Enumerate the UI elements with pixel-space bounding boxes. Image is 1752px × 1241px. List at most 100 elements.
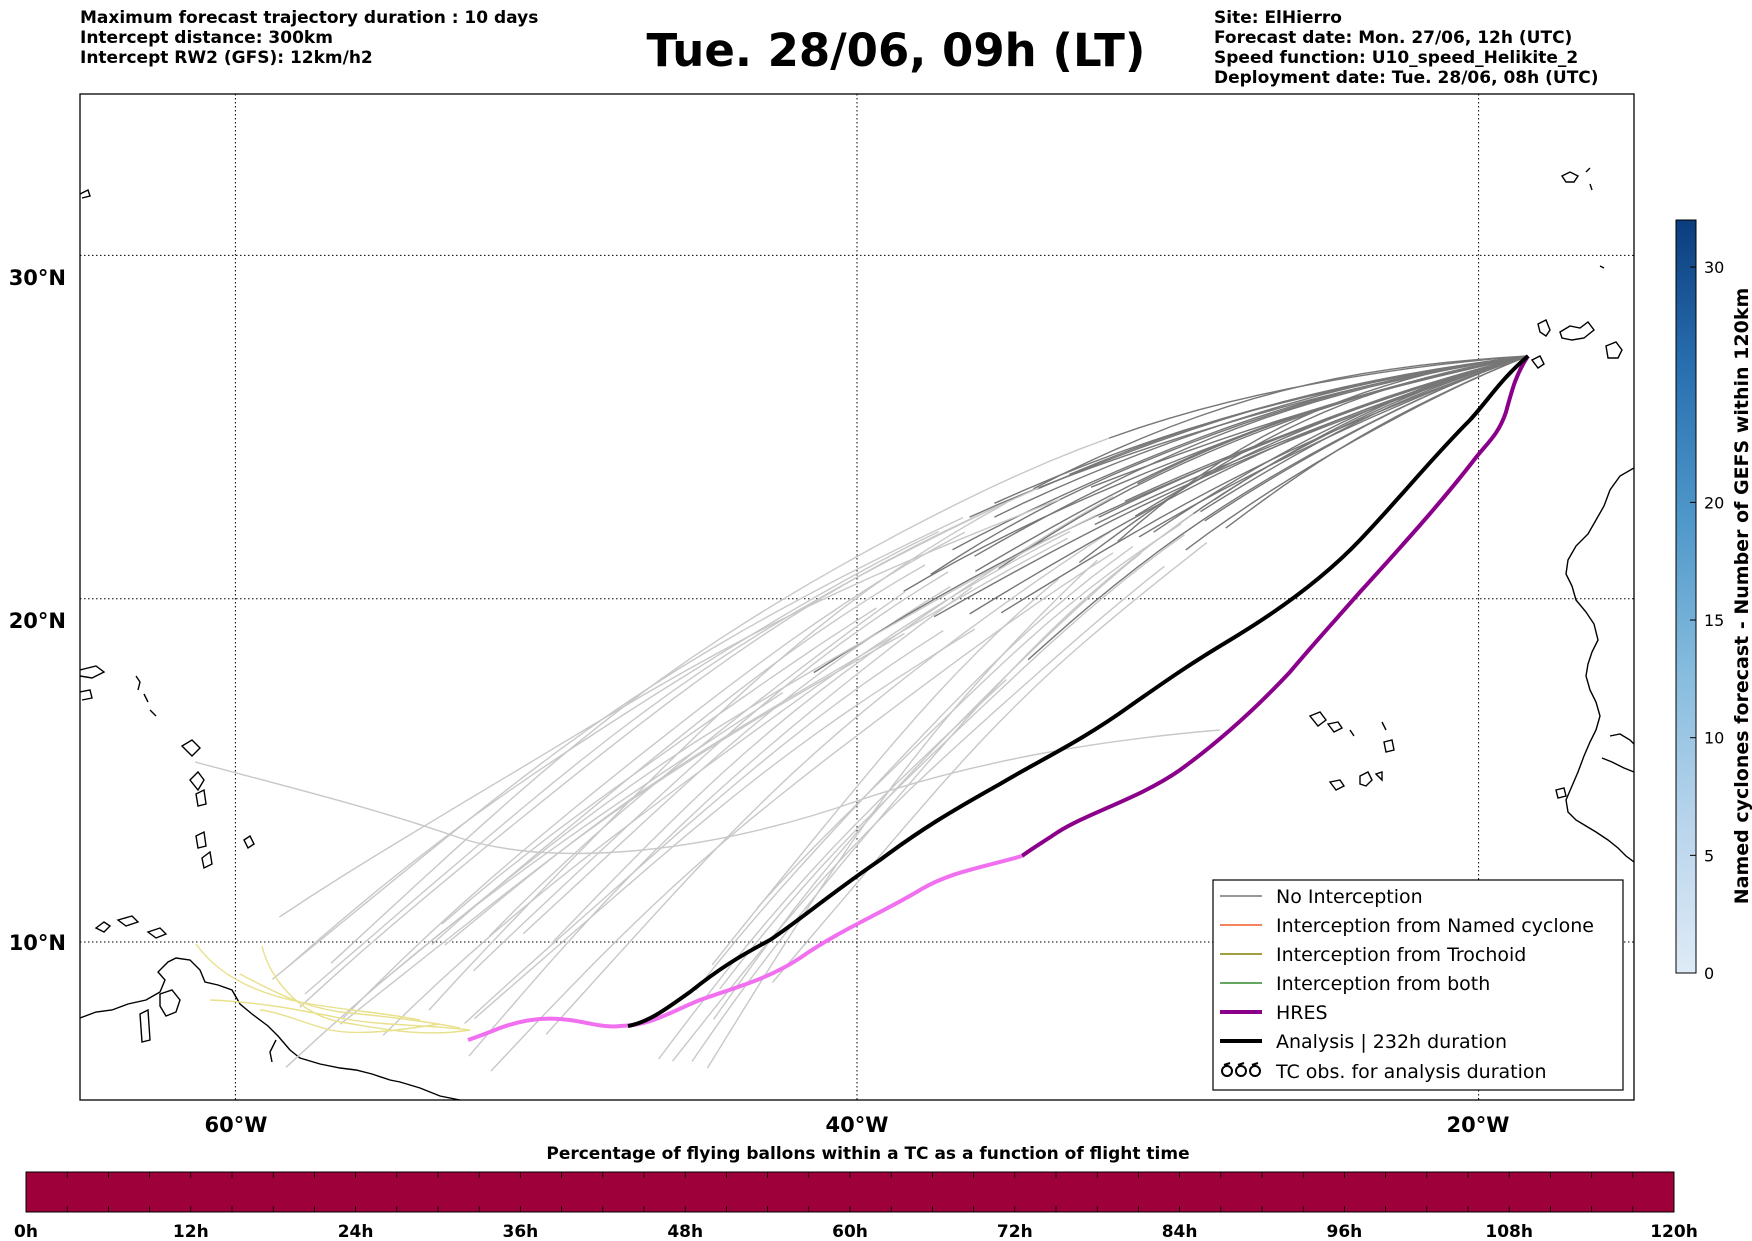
plot-frame: [79, 93, 1635, 1101]
legend-label: Interception from Trochoid: [1276, 944, 1526, 966]
coastline-island: [1560, 171, 1580, 183]
colorbar-tick-label: 5: [1704, 846, 1714, 865]
trajectory-hres: [1020, 354, 1530, 858]
trajectory-faded: [691, 513, 1195, 1062]
trajectory-faded: [304, 487, 1040, 995]
coastline-island: [180, 739, 201, 757]
colorbar-tick-label: 20: [1704, 493, 1724, 512]
coastline-island: [1599, 265, 1605, 269]
coastline-africa-detail: [1601, 733, 1634, 773]
trajectory-trochoid-faded: [239, 973, 461, 1029]
lon-tick-label: 20°W: [1447, 1113, 1510, 1137]
trajectory-faded: [545, 530, 1112, 1035]
trajectory-no-interception: [933, 355, 1529, 618]
coastline-island: [94, 921, 112, 933]
info-line: Speed function: U10_speed_Helikite_2: [1214, 48, 1579, 68]
trajectory-no-interception: [1090, 355, 1529, 488]
colorbar-tick-label: 48h: [667, 1222, 703, 1241]
info-line: Intercept RW2 (GFS): 12km/h2: [80, 48, 373, 68]
coastline-island: [1585, 167, 1593, 191]
colorbar-gradient: [1675, 219, 1697, 974]
colorbar-tick-label: 0: [1704, 964, 1714, 983]
colorbar-tick-labels: 0h 12h 24h 36h 48h 60h 72h 84h 96h 108h 120h: [14, 1222, 1698, 1241]
lat-tick-label: 10°N: [9, 931, 66, 955]
coastline-island: [1381, 721, 1395, 753]
coastline-island: [1374, 771, 1383, 782]
coastline-island: [1530, 355, 1545, 369]
coastline-island: [1537, 319, 1551, 337]
coastline-island: [116, 915, 140, 927]
site-info: Site: ElHierro Forecast date: Mon. 27/06…: [1214, 8, 1599, 88]
trajectory-no-interception: [998, 355, 1529, 570]
trajectory-no-interception: [1069, 355, 1529, 476]
lon-tick-label: 40°W: [826, 1113, 889, 1137]
gridlines: [80, 94, 1634, 1100]
colorbar-tick-label: 84h: [1162, 1222, 1198, 1241]
info-line: Maximum forecast trajectory duration : 1…: [80, 8, 539, 28]
legend-label: No Interception: [1276, 886, 1423, 908]
colorbar-tick-label: 0h: [14, 1222, 38, 1241]
trajectory-no-interception: [1078, 355, 1529, 564]
trajectory-faded: [711, 578, 1060, 966]
legend-item: TC obs. for analysis duration: [1221, 1061, 1547, 1083]
info-line: Forecast date: Mon. 27/06, 12h (UTC): [1214, 28, 1573, 48]
legend-item: Analysis | 232h duration: [1220, 1031, 1507, 1053]
colorbar-minor-ticks: [66, 1172, 1634, 1212]
trajectory-faded: [713, 552, 1142, 1020]
lon-tick-label: 60°W: [205, 1113, 268, 1137]
colorbar-tick-label: 10: [1704, 729, 1724, 748]
info-line: Deployment date: Tue. 28/06, 08h (UTC): [1214, 68, 1599, 88]
trajectory-trochoid-faded: [195, 943, 421, 1021]
legend-item: HRES: [1220, 1002, 1328, 1024]
trajectory-no-interception: [1204, 355, 1529, 522]
coastline-lake: [159, 989, 181, 1017]
trajectory-faded: [279, 498, 1061, 918]
trajectory-faded: [464, 630, 944, 1025]
legend-item: Interception from both: [1220, 973, 1490, 995]
trajectory-faded: [339, 632, 905, 1025]
legend-label: Interception from both: [1276, 973, 1490, 995]
coastline-island: [80, 665, 106, 679]
trajectory-no-interception: [969, 355, 1529, 615]
colorbar-ticks: 0 5 10 15 20 30: [1690, 258, 1724, 983]
trajectory-hres-faded: [467, 854, 1023, 1042]
trajectory-no-interception: [969, 355, 1529, 518]
colorbar-tick-label: 108h: [1485, 1222, 1533, 1241]
colorbar-title: Percentage of flying ballons within a TC…: [546, 1144, 1189, 1164]
trajectory-no-interception: [1214, 355, 1529, 501]
tc-symbol-icon: [1221, 1062, 1261, 1077]
trajectory-faded: [299, 502, 1007, 1008]
trajectory-faded: [490, 552, 1114, 1072]
colorbar-tick-label: 72h: [997, 1222, 1033, 1241]
map-legend: No Interception Interception from Named …: [1212, 879, 1624, 1091]
trajectory-trochoid-faded: [259, 1009, 441, 1034]
trajectory-faded: [441, 607, 877, 925]
legend-label: HRES: [1276, 1002, 1328, 1024]
trajectory-faded: [756, 523, 1182, 909]
legend-item: Interception from Named cyclone: [1220, 915, 1594, 937]
coastline-south-america: [80, 957, 461, 1100]
coastline-africa: [1565, 467, 1634, 863]
trajectory-trochoid-faded: [261, 945, 471, 1034]
trajectory-no-interception: [1094, 355, 1529, 526]
coastline-island: [146, 927, 168, 939]
coastline-island: [243, 834, 255, 850]
named-cyclones-colorbar: 0 5 10 15 20 30 Named cyclones forecast - Num…: [1675, 219, 1752, 983]
coastline-island: [80, 689, 93, 701]
colorbar-tick-label: 24h: [338, 1222, 374, 1241]
coastline-island: [139, 1008, 151, 1043]
coastlines: [80, 167, 1634, 1100]
coastline-island: [1605, 341, 1623, 359]
trajectory-analysis: [627, 354, 1530, 1028]
coastline-island: [1326, 721, 1344, 733]
coastline-island: [195, 788, 207, 807]
lat-tick-label: 20°N: [9, 609, 66, 633]
info-line: Site: ElHierro: [1214, 8, 1342, 28]
trajectory-faded: [771, 542, 1208, 983]
map-title: Tue. 28/06, 09h (LT): [646, 24, 1146, 77]
colorbar-tick-label: 36h: [503, 1222, 539, 1241]
coastline-island: [1555, 787, 1567, 799]
trajectory-faded: [488, 591, 906, 937]
colorbar-tick-label: 120h: [1650, 1222, 1698, 1241]
trajectory-faded: [194, 729, 1221, 855]
